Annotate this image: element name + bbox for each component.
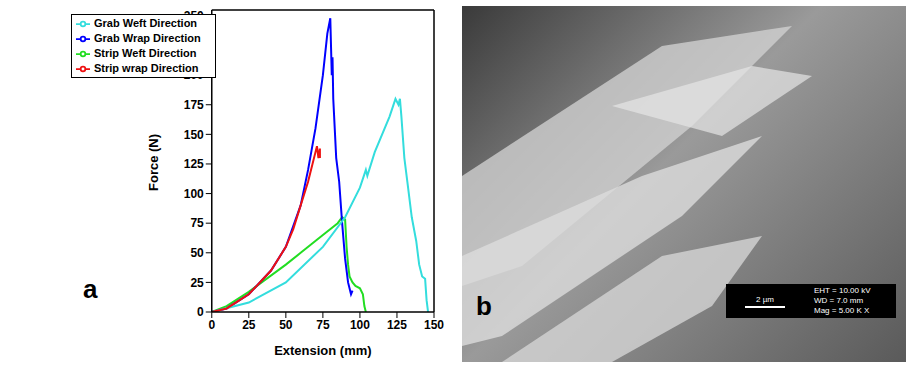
svg-text:Force (N): Force (N) (146, 134, 161, 191)
svg-text:100: 100 (184, 187, 204, 201)
svg-text:50: 50 (190, 246, 204, 260)
svg-text:Extension (mm): Extension (mm) (274, 343, 372, 358)
svg-text:125: 125 (184, 157, 204, 171)
svg-text:75: 75 (316, 318, 330, 332)
svg-text:225: 225 (184, 39, 204, 53)
svg-text:175: 175 (184, 98, 204, 112)
svg-text:0: 0 (197, 305, 204, 319)
svg-text:25: 25 (190, 276, 204, 290)
svg-text:200: 200 (184, 68, 204, 82)
svg-text:0: 0 (208, 318, 215, 332)
svg-text:50: 50 (279, 318, 293, 332)
svg-text:150: 150 (424, 318, 444, 332)
svg-text:250: 250 (184, 9, 204, 23)
svg-text:75: 75 (190, 216, 204, 230)
svg-text:150: 150 (184, 128, 204, 142)
svg-text:100: 100 (350, 318, 370, 332)
svg-text:125: 125 (387, 318, 407, 332)
svg-text:25: 25 (242, 318, 256, 332)
